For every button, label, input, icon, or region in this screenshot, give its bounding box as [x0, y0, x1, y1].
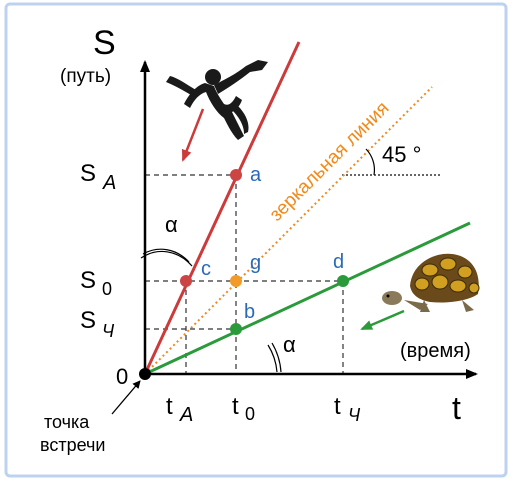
alpha-label-achilles: α [165, 212, 178, 237]
x-tick-ta-main: t [166, 393, 173, 420]
alpha-arc-achilles [142, 248, 190, 263]
origin-label: 0 [116, 364, 128, 389]
outer-frame [4, 2, 508, 478]
alpha-arc-tortoise-2 [271, 342, 282, 373]
tortoise-line [144, 221, 471, 376]
x-tick-t0-sub: 0 [245, 404, 255, 424]
alpha-label-tortoise: α [283, 332, 296, 357]
point-g-label: g [250, 252, 261, 274]
y-tick-sch-main: S [80, 307, 96, 334]
x-axis-caption: (время) [400, 340, 471, 362]
y-axis-caption: (путь) [60, 66, 111, 87]
turtle-icon [382, 253, 480, 312]
angle-45-label: 45 ° [382, 142, 421, 167]
y-tick-sch-sub: Ч [102, 321, 115, 341]
y-tick-sa-sub: А [102, 172, 116, 194]
y-axis-symbol: S [93, 24, 116, 62]
x-tick-ta-sub: А [179, 404, 193, 426]
runner-figure-icon [166, 60, 268, 140]
x-tick-tch-main: t [334, 393, 341, 420]
x-tick-t0-main: t [232, 393, 239, 420]
angle-45-arc [365, 148, 376, 176]
point-c-dot [180, 275, 192, 287]
x-axis-symbol: t [452, 390, 461, 426]
point-d-dot [337, 275, 349, 287]
guide-lines [145, 174, 344, 374]
y-tick-s0-main: S [80, 267, 96, 294]
achilles-direction-arrow [181, 108, 205, 162]
point-a-label: a [250, 164, 262, 186]
tortoise-direction-arrow [360, 309, 405, 331]
point-b-dot [230, 323, 242, 335]
y-tick-sa-main: S [80, 160, 96, 187]
alpha-arc-tortoise [267, 344, 278, 373]
achilles-line [143, 41, 301, 375]
point-d-label: d [333, 251, 344, 273]
point-a-dot [230, 169, 242, 181]
origin-dot [139, 368, 151, 380]
y-tick-s0-sub: 0 [102, 279, 112, 299]
meeting-point-line1: точка [44, 412, 90, 432]
point-c-label: c [201, 258, 211, 280]
alpha-arc-achilles-2 [140, 250, 193, 267]
meeting-point-arrow [111, 380, 141, 415]
point-g-dot [230, 275, 242, 287]
x-tick-tch-sub: Ч [348, 405, 361, 425]
point-b-label: b [244, 301, 255, 323]
meeting-point-line2: встречи [40, 435, 105, 455]
